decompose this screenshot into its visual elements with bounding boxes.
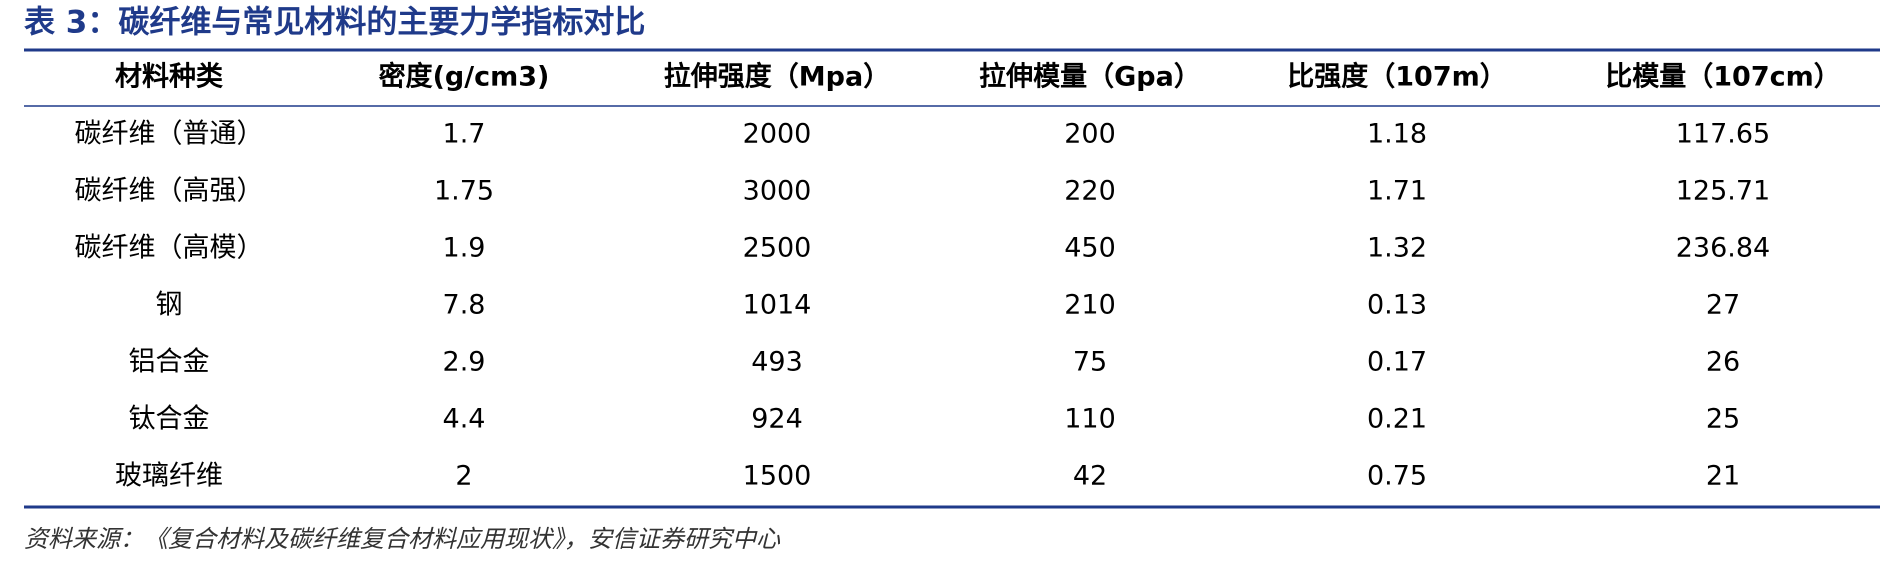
table-cell: 1.71 [1367,176,1427,207]
table-cell: 493 [751,347,803,378]
column-header: 材料种类 [115,62,223,93]
table-cell: 200 [1064,119,1116,150]
table-cell: 924 [751,404,803,435]
table-cell: 75 [1073,347,1107,378]
table-cell: 7.8 [443,290,486,321]
table-cell: 2 [455,461,472,492]
table-cell: 3000 [743,176,812,207]
table-cell: 1500 [743,461,812,492]
row-label: 钢 [156,290,183,321]
table-cell: 42 [1073,461,1107,492]
table-cell: 2.9 [443,347,486,378]
table-cell: 0.21 [1367,404,1427,435]
table-cell: 1014 [743,290,812,321]
table-cell: 236.84 [1676,233,1770,264]
table-cell: 110 [1064,404,1116,435]
row-label: 碳纤维（普通） [75,119,264,150]
table-cell: 1.75 [434,176,494,207]
source-note: 资料来源：《复合材料及碳纤维复合材料应用现状》，安信证券研究中心 [24,525,781,553]
column-header: 比强度（107m） [1287,61,1507,93]
column-header: 密度(g/cm3) [379,61,550,93]
column-header: 比模量（107cm） [1605,62,1841,93]
table-cell: 0.17 [1367,347,1427,378]
table-cell: 0.13 [1367,290,1427,321]
table-cell: 21 [1706,461,1740,492]
table-cell: 1.32 [1367,233,1427,264]
column-header: 拉伸强度（Mpa） [664,61,890,93]
row-label: 碳纤维（高模） [75,233,264,264]
table-cell: 4.4 [443,404,486,435]
table-cell: 1.9 [443,233,486,264]
row-label: 铝合金 [129,347,210,378]
table-cell: 2500 [743,233,812,264]
table-cell: 117.65 [1676,119,1770,150]
table-cell: 1.7 [443,119,486,150]
table-cell: 125.71 [1676,176,1770,207]
table-cell: 1.18 [1367,119,1427,150]
table-cell: 25 [1706,404,1740,435]
table-cell: 220 [1064,176,1116,207]
table-cell: 0.75 [1367,461,1427,492]
table-cell: 450 [1064,233,1116,264]
row-label: 碳纤维（高强） [75,176,264,207]
row-label: 玻璃纤维 [115,461,223,492]
row-label: 钛合金 [129,404,210,435]
table-cell: 26 [1706,347,1740,378]
column-header: 拉伸模量（Gpa） [979,61,1201,93]
table-cell: 2000 [743,119,812,150]
table-cell: 27 [1706,290,1740,321]
table-cell: 210 [1064,290,1116,321]
table-title: 表 3：碳纤维与常见材料的主要力学指标对比 [24,5,645,41]
